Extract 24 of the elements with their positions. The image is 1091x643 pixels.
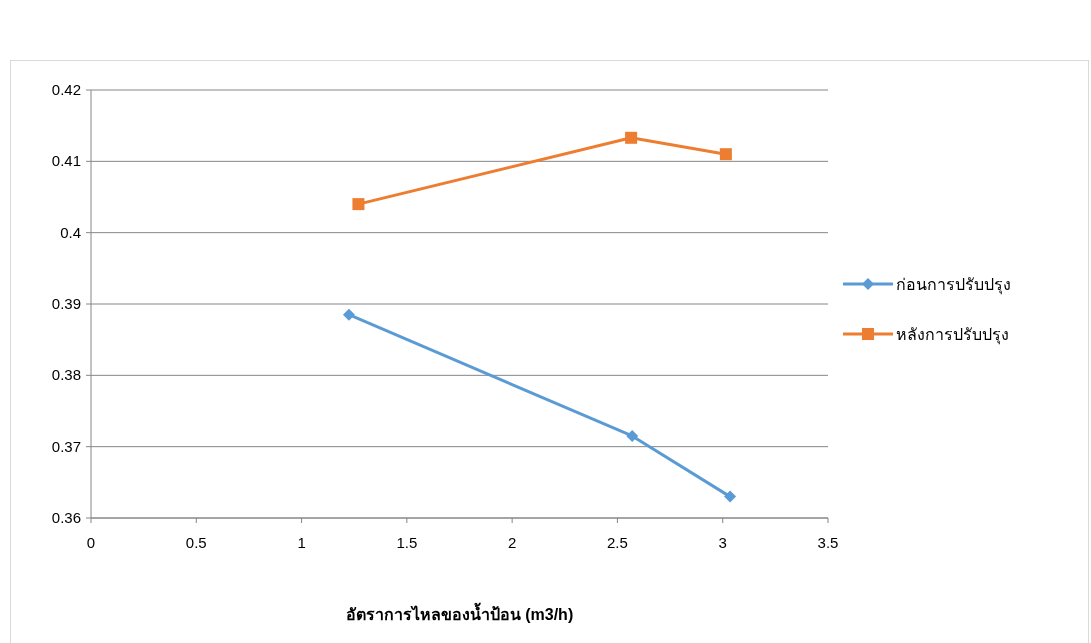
x-tick-label: 3: [718, 534, 727, 551]
x-tick-label: 0: [86, 534, 96, 551]
legend-label: ก่อนการปรับปรุง: [896, 276, 1011, 295]
x-tick-label: 3.5: [817, 534, 839, 551]
point: [724, 490, 737, 503]
y-tick-label: 0.39: [51, 295, 81, 312]
point: [625, 131, 638, 144]
x-tick-label: 2: [507, 534, 517, 551]
x-tick-label: 1.5: [396, 534, 418, 551]
point: [352, 198, 365, 211]
y-tick-label: 0.41: [51, 152, 81, 170]
y-tick-label: 0.4: [60, 223, 81, 241]
legend-label: หลังการปรับปรุง: [896, 326, 1009, 345]
point: [719, 148, 732, 161]
x-tick-label: 1: [297, 534, 306, 551]
point: [342, 308, 355, 321]
point: [626, 429, 639, 442]
y-tick-label: 0.37: [51, 437, 81, 455]
y-tick-label: 0.38: [51, 366, 81, 384]
x-tick-label: 2.5: [607, 534, 628, 551]
x-tick-label: 0.5: [185, 534, 207, 551]
x-axis-title: อัตราการไหลของน้ำป้อน (m3/h): [345, 602, 574, 623]
y-tick-label: 0.36: [51, 509, 81, 526]
y-tick-label: 0.42: [51, 81, 81, 98]
